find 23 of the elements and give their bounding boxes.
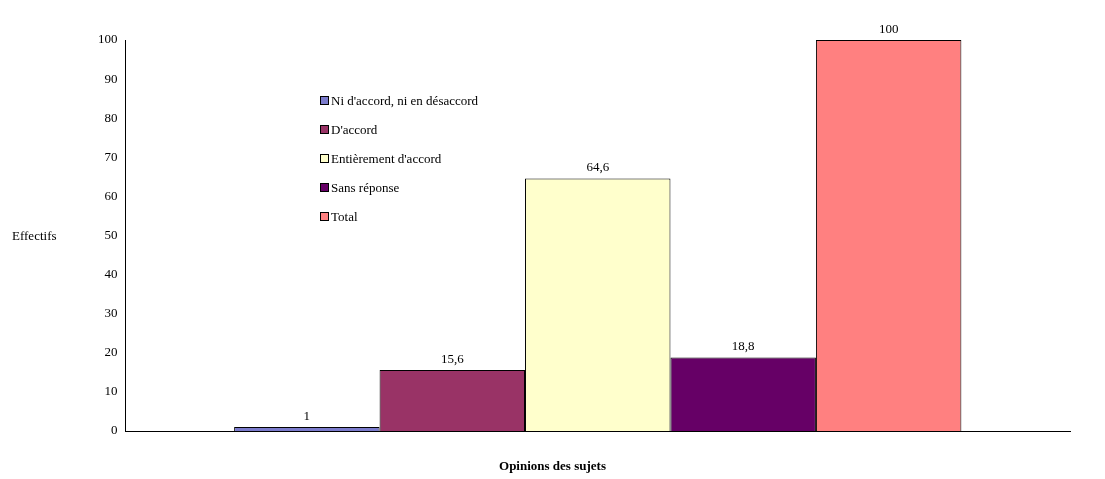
y-tick-label: 70	[104, 148, 118, 164]
y-tick-label: 90	[104, 70, 118, 86]
data-label: 18,8	[731, 338, 755, 354]
legend-label: Ni d'accord, ni en désaccord	[331, 92, 479, 109]
y-tick-label: 50	[104, 226, 118, 242]
data-label: 64,6	[586, 159, 610, 175]
legend-label: Sans réponse	[331, 179, 400, 196]
y-axis-title: Effectifs	[12, 228, 57, 244]
data-label: 15,6	[440, 350, 465, 366]
y-tick-label: 10	[104, 383, 118, 399]
y-tick-label: 100	[98, 31, 118, 47]
y-tick-label: 20	[104, 344, 118, 360]
y-tick-label: 60	[104, 187, 118, 203]
data-label: 100	[878, 20, 899, 36]
y-tick-label: 80	[104, 109, 118, 125]
y-tick-label: 30	[104, 305, 118, 321]
y-tick-label: 40	[104, 266, 118, 282]
legend-label: Entièrement d'accord	[331, 150, 442, 167]
legend-label: D'accord	[331, 121, 378, 138]
data-label: 1	[303, 408, 311, 424]
legend-label: Total	[331, 208, 358, 225]
y-tick-label: 0	[111, 422, 118, 438]
x-axis-title: Opinions des sujets	[498, 458, 607, 474]
